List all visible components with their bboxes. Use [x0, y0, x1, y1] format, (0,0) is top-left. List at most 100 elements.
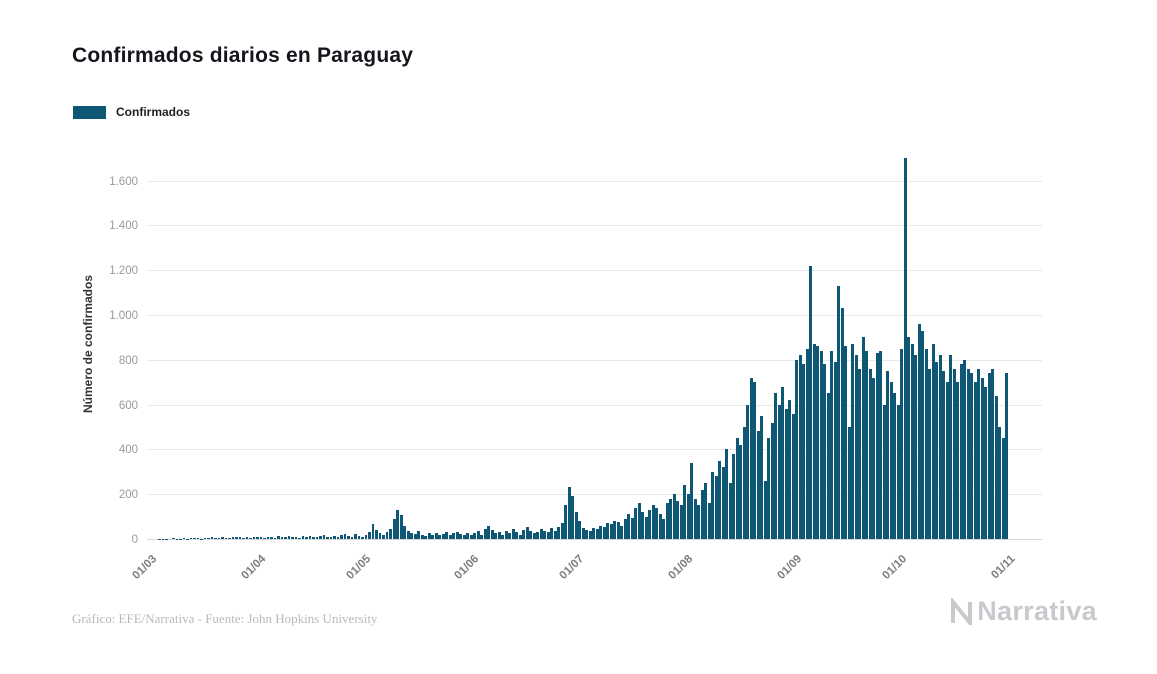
bar — [396, 509, 399, 539]
bar — [480, 534, 484, 539]
bar — [336, 536, 340, 539]
bar — [896, 404, 900, 539]
bar — [280, 536, 284, 539]
bar — [193, 537, 196, 539]
bar — [504, 531, 508, 539]
bar — [665, 503, 669, 539]
bar — [774, 393, 778, 539]
y-tick-label: 1.000 — [109, 310, 138, 322]
bar — [686, 494, 690, 539]
bar — [581, 527, 585, 539]
bar — [714, 476, 718, 539]
bar — [406, 531, 410, 539]
bar — [679, 505, 683, 539]
y-tick-label: 0 — [131, 534, 138, 546]
bar — [326, 536, 329, 539]
bar — [907, 337, 911, 539]
bar — [305, 536, 308, 539]
bar — [308, 535, 312, 539]
bar — [861, 337, 865, 539]
gridline — [147, 404, 1042, 406]
bar — [259, 537, 263, 539]
bar — [214, 537, 217, 539]
bar — [270, 537, 273, 539]
bar — [1005, 373, 1009, 539]
x-tick-label: 01/06 — [452, 553, 482, 582]
bar — [452, 533, 456, 539]
bar — [361, 536, 364, 539]
bar — [312, 536, 315, 539]
bar — [511, 528, 515, 539]
bar — [1001, 438, 1005, 539]
bar — [858, 368, 862, 539]
bar — [613, 521, 617, 539]
bar — [924, 348, 928, 539]
bar — [546, 532, 550, 539]
gridline — [147, 494, 1042, 496]
bar — [886, 371, 890, 539]
bar — [658, 514, 662, 539]
bar — [721, 467, 725, 539]
bar — [627, 514, 631, 539]
bar — [697, 505, 701, 539]
x-tick-label: 01/05 — [344, 553, 374, 582]
gridline — [147, 539, 1042, 540]
bar — [865, 350, 869, 539]
gridline — [147, 449, 1042, 451]
bar — [252, 537, 256, 539]
bar — [952, 368, 956, 539]
bar — [749, 377, 753, 539]
bar — [224, 537, 228, 539]
bar — [329, 537, 333, 539]
bar — [648, 509, 652, 539]
bar — [690, 462, 694, 539]
bar — [844, 346, 848, 539]
bar — [847, 427, 851, 539]
bar — [210, 537, 214, 539]
bar — [879, 350, 883, 539]
bar — [994, 395, 998, 539]
plot-area — [147, 148, 1042, 540]
bar — [641, 512, 645, 539]
bar — [609, 524, 613, 539]
bar — [473, 533, 477, 539]
bar — [837, 285, 841, 539]
bar — [319, 536, 322, 539]
bar — [322, 534, 326, 539]
bar — [823, 364, 827, 539]
bar — [508, 533, 512, 539]
bar — [525, 526, 529, 539]
bar — [354, 534, 357, 539]
bar — [207, 538, 210, 539]
bar — [634, 507, 638, 539]
bar — [704, 483, 708, 539]
y-tick-label: 1.200 — [109, 265, 138, 278]
bar — [564, 505, 568, 539]
bar — [840, 308, 844, 539]
legend: Confirmados — [73, 105, 190, 119]
bar — [445, 531, 449, 539]
bar — [977, 368, 981, 539]
bar — [385, 532, 389, 539]
bar — [413, 534, 417, 539]
bar — [826, 393, 830, 539]
bar — [875, 353, 879, 539]
bar — [301, 536, 305, 539]
bar — [599, 525, 603, 539]
bar — [662, 518, 666, 539]
bar — [242, 537, 245, 539]
y-axis-ticks: 0 200 400 600 800 1.000 1.200 1.400 1.600 — [0, 148, 138, 546]
bar — [448, 534, 452, 539]
bar — [700, 489, 704, 539]
bar — [903, 158, 907, 539]
bar — [833, 362, 837, 539]
bar — [830, 350, 834, 539]
bar — [550, 527, 554, 539]
bar — [483, 528, 487, 539]
bar — [735, 438, 739, 539]
bar — [263, 537, 266, 539]
bar — [770, 422, 774, 539]
bar — [935, 362, 939, 539]
bar — [557, 526, 561, 539]
bar — [595, 528, 599, 539]
